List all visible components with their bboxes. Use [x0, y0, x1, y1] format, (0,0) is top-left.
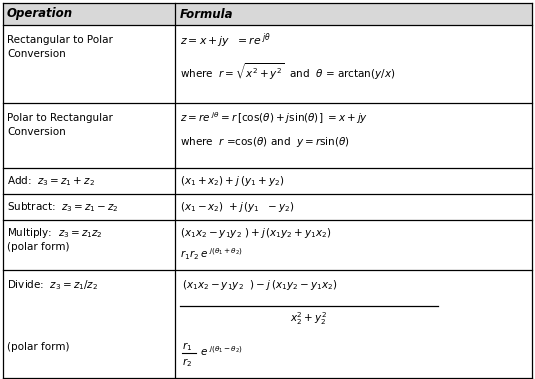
Text: Conversion: Conversion	[7, 127, 66, 137]
Text: Operation: Operation	[7, 8, 73, 20]
Text: (polar form): (polar form)	[7, 242, 70, 252]
Text: $z = x + jy\ \ =re^{\ j\theta}$: $z = x + jy\ \ =re^{\ j\theta}$	[180, 31, 271, 50]
Text: (polar form): (polar form)	[7, 342, 70, 352]
Bar	[3, 3, 532, 25]
Text: $z = re^{\ j\theta} = r\,[\cos(\theta) + j\sin(\theta)]\ = x + jy$: $z = re^{\ j\theta} = r\,[\cos(\theta) +…	[180, 110, 368, 126]
Text: $e^{\ j(\theta_1-\theta_2)}$: $e^{\ j(\theta_1-\theta_2)}$	[200, 344, 243, 358]
Text: Rectangular to Polar: Rectangular to Polar	[7, 35, 113, 45]
Text: $r_1 r_2\, e^{\ j(\theta_1+\theta_2)}$: $r_1 r_2\, e^{\ j(\theta_1+\theta_2)}$	[180, 246, 243, 262]
Text: Formula: Formula	[180, 8, 233, 20]
Text: $x_2^2 + y_2^2$: $x_2^2 + y_2^2$	[291, 310, 327, 327]
Text: Conversion: Conversion	[7, 49, 66, 59]
Text: $(x_1 x_2 - y_1 y_2\ ) + j\,(x_1 y_2 + y_1 x_2)$: $(x_1 x_2 - y_1 y_2\ ) + j\,(x_1 y_2 + y…	[180, 226, 332, 240]
Text: where  $r = \sqrt{x^2+y^2}$  and  $\theta$ = arctan($y/x$): where $r = \sqrt{x^2+y^2}$ and $\theta$ …	[180, 61, 395, 81]
Text: Polar to Rectangular: Polar to Rectangular	[7, 113, 113, 123]
Text: $( x_1 x_2 - y_1 y_2\ \ ) - j\,(x_1 y_2 - y_1 x_2)$: $( x_1 x_2 - y_1 y_2\ \ ) - j\,(x_1 y_2 …	[182, 278, 337, 292]
Text: $r_1$: $r_1$	[182, 340, 192, 353]
Text: $r_2$: $r_2$	[182, 356, 192, 369]
Text: where  $r$ =cos($\theta$) and  $y = r\sin(\theta)$: where $r$ =cos($\theta$) and $y = r\sin(…	[180, 135, 350, 149]
Text: $(x_1 + x_2) + j\,(y_1 + y_2)$: $(x_1 + x_2) + j\,(y_1 + y_2)$	[180, 174, 284, 188]
Text: Subtract:  $z_3 = z_1 - z_2$: Subtract: $z_3 = z_1 - z_2$	[7, 200, 119, 214]
Text: Add:  $z_3 = z_1 + z_2$: Add: $z_3 = z_1 + z_2$	[7, 174, 95, 188]
Text: Multiply:  $z_3 = z_1 z_2$: Multiply: $z_3 = z_1 z_2$	[7, 226, 103, 240]
Text: Divide:  $z_3 = z_1/z_2$: Divide: $z_3 = z_1/z_2$	[7, 278, 98, 292]
Text: $(x_1 - x_2)\ + j\,(y_1\ \ -y_2)$: $(x_1 - x_2)\ + j\,(y_1\ \ -y_2)$	[180, 200, 294, 214]
